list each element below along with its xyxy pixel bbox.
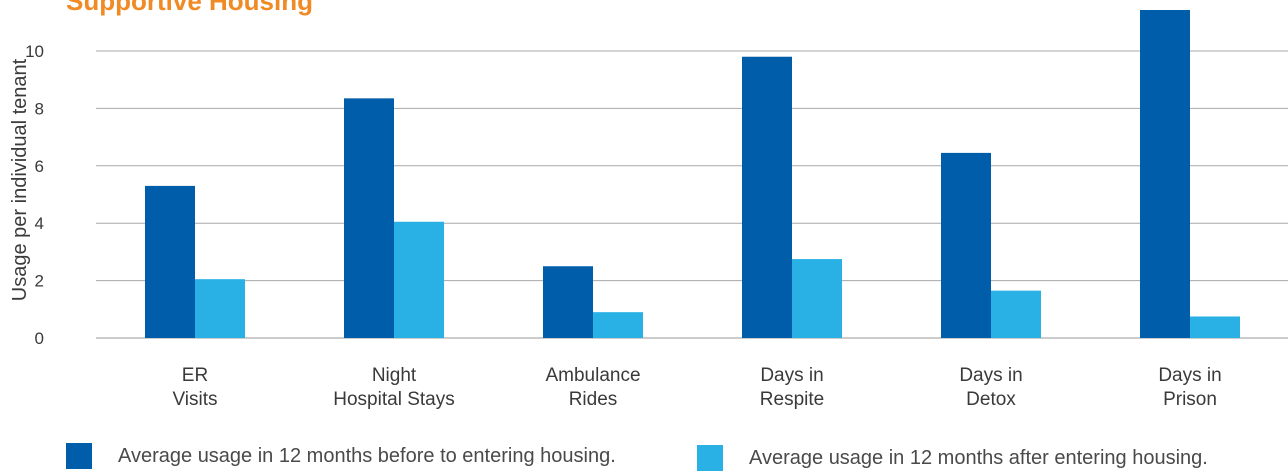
legend-item-before: Average usage in 12 months before to ent… bbox=[66, 443, 616, 469]
y-axis-label: Usage per individual tenant bbox=[9, 58, 31, 301]
x-tick-label: ER bbox=[182, 365, 208, 386]
bar-before bbox=[344, 98, 394, 338]
legend-swatch-after bbox=[697, 445, 723, 471]
x-tick-label: Night bbox=[372, 365, 417, 386]
bar-before bbox=[543, 266, 593, 338]
bar-after bbox=[1190, 316, 1240, 338]
y-tick-label: 4 bbox=[35, 214, 44, 233]
bar-after bbox=[792, 259, 842, 338]
y-tick-label: 8 bbox=[35, 99, 44, 118]
bar-after bbox=[394, 221, 444, 338]
y-tick-label: 0 bbox=[35, 329, 44, 348]
x-tick-label: Visits bbox=[172, 389, 217, 410]
y-tick-label: 6 bbox=[35, 157, 44, 176]
x-tick-label: Ambulance bbox=[545, 365, 640, 386]
chart-title: Supportive Housing bbox=[66, 0, 313, 16]
legend-item-after: Average usage in 12 months after enterin… bbox=[697, 445, 1208, 471]
bar-after bbox=[593, 312, 643, 338]
legend-swatch-before bbox=[66, 443, 92, 469]
bar-before bbox=[145, 185, 195, 338]
x-tick-label: Days in bbox=[1158, 365, 1221, 386]
y-tick-label: 10 bbox=[25, 42, 44, 61]
bar-after bbox=[991, 290, 1041, 338]
legend-label-after: Average usage in 12 months after enterin… bbox=[749, 446, 1208, 469]
x-tick-label: Days in bbox=[760, 365, 823, 386]
bar-before bbox=[941, 152, 991, 338]
legend-label-before: Average usage in 12 months before to ent… bbox=[118, 444, 616, 467]
y-tick-label: 2 bbox=[35, 272, 44, 291]
x-tick-label: Respite bbox=[760, 389, 824, 410]
bar-before bbox=[1140, 10, 1190, 338]
x-tick-label: Hospital Stays bbox=[333, 389, 454, 410]
bar-after bbox=[195, 279, 245, 338]
x-tick-label: Prison bbox=[1163, 389, 1217, 410]
x-tick-label: Days in bbox=[959, 365, 1022, 386]
x-tick-label: Rides bbox=[569, 389, 618, 410]
x-tick-label: Detox bbox=[966, 389, 1016, 410]
bar-before bbox=[742, 56, 792, 339]
